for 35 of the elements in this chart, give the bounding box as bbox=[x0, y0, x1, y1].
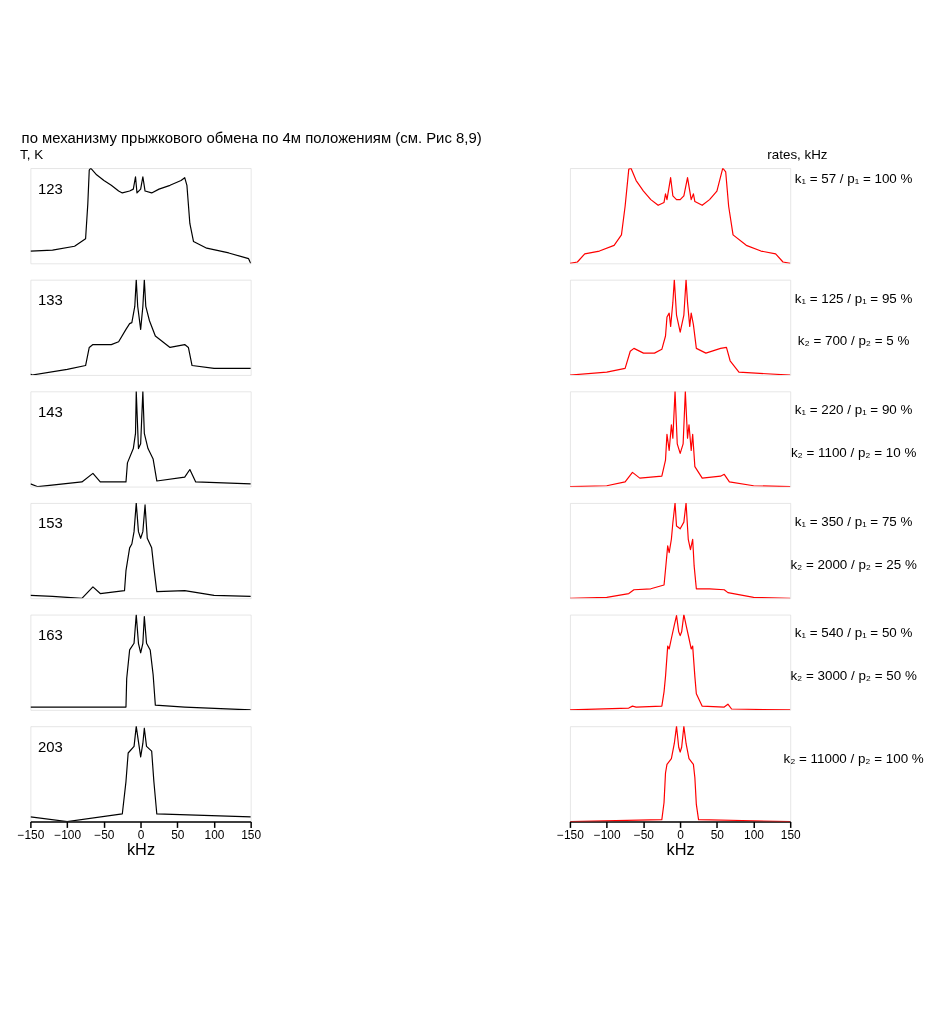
text: k₂ = 1100 / p₂ = 10 % bbox=[790, 445, 917, 461]
text: k₁ = 57 / p₁ = 100 % bbox=[794, 171, 913, 187]
x-axis-title: kHz bbox=[666, 840, 695, 859]
x-tick-label: 100 bbox=[204, 828, 225, 843]
annotation: k₂ = 3000 / p₂ = 50 % bbox=[790, 668, 917, 684]
text: k₂ = 700 / p₂ = 5 % bbox=[797, 333, 910, 349]
x-tick-label: 50 bbox=[710, 828, 725, 843]
x-axis-title: kHz bbox=[126, 840, 156, 859]
annotation: 163 bbox=[37, 627, 63, 644]
annotation: k₂ = 2000 / p₂ = 25 % bbox=[790, 556, 917, 572]
text: k₁ = 350 / p₁ = 75 % bbox=[794, 513, 913, 529]
x-tick-label: −100 bbox=[593, 828, 621, 843]
x-tick-label: −50 bbox=[633, 828, 655, 843]
x-tick-label: −50 bbox=[94, 828, 115, 843]
text: k₁ = 540 / p₁ = 50 % bbox=[794, 625, 913, 641]
x-tick-label: 100 bbox=[744, 828, 765, 843]
x-tick-label: −100 bbox=[54, 828, 82, 843]
annotation: k₂ = 11000 / p₂ = 100 % bbox=[783, 751, 924, 767]
annotation: 203 bbox=[37, 738, 63, 755]
x-tick-label: −150 bbox=[17, 828, 45, 843]
text: rates, kHz bbox=[767, 146, 828, 162]
annotation: 143 bbox=[37, 403, 63, 420]
x-tick-label: 50 bbox=[171, 828, 185, 843]
annotation: 153 bbox=[37, 515, 63, 532]
x-tick-label: 150 bbox=[780, 828, 801, 843]
annotation: 123 bbox=[37, 180, 63, 197]
x-tick-label: −150 bbox=[557, 828, 585, 843]
x-tick-label: 0 bbox=[137, 828, 145, 843]
text: k₁ = 220 / p₁ = 90 % bbox=[794, 402, 913, 418]
x-tick-label: 150 bbox=[241, 828, 262, 843]
text: k₁ = 125 / p₁ = 95 % bbox=[794, 290, 913, 306]
text: по механизму прыжкового обмена по 4м положениям (см. Рис 8,9) bbox=[21, 129, 482, 146]
text: T, K bbox=[20, 146, 44, 162]
x-tick-label: 0 bbox=[677, 828, 685, 843]
annotation: 133 bbox=[37, 292, 63, 309]
